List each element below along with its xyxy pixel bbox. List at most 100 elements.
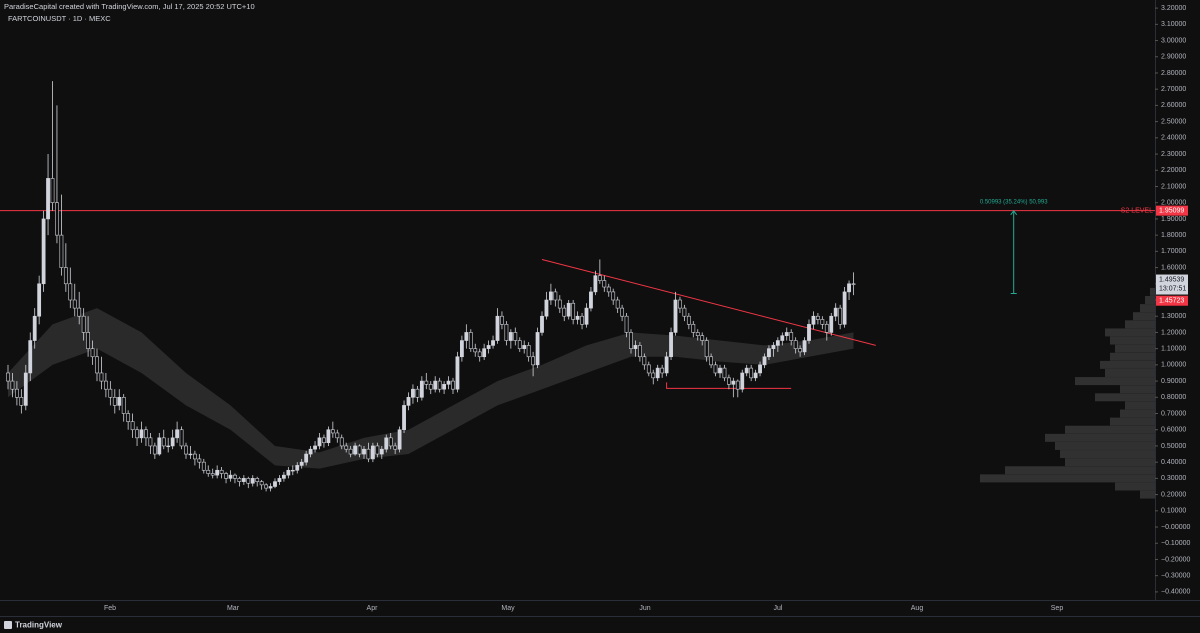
volume-bar (1115, 482, 1155, 491)
y-tick-label: 2.00000 (1161, 200, 1186, 207)
y-tick-label: −0.00000 (1161, 524, 1190, 531)
candle-body (726, 377, 731, 385)
candle-body (762, 356, 767, 366)
y-tick-label: −0.30000 (1161, 573, 1190, 580)
candle-body (753, 372, 758, 379)
candle-body (824, 324, 829, 333)
candle-body (695, 332, 700, 336)
volume-bar (1105, 368, 1155, 377)
candle-body (304, 453, 309, 463)
candle-body (148, 437, 153, 447)
candle-body (633, 345, 638, 349)
volume-bar (1105, 328, 1155, 337)
candle-body (660, 367, 665, 374)
candle-body (415, 388, 420, 398)
candle-body (357, 445, 362, 455)
candle-body (184, 445, 188, 455)
y-tick-label: 0.30000 (1161, 475, 1186, 482)
x-tick-label: Jun (639, 605, 650, 612)
candle-body (793, 340, 798, 349)
candle-body (90, 348, 95, 358)
volume-bar (1125, 320, 1155, 329)
candle-body (273, 481, 277, 487)
y-tick-label: 2.70000 (1161, 86, 1186, 93)
y-tick-label: 1.90000 (1161, 216, 1186, 223)
candle-body (259, 481, 264, 486)
candle-body (758, 364, 762, 374)
y-tick-label: −0.10000 (1161, 540, 1190, 547)
candle-body (718, 367, 722, 374)
candle-body (544, 299, 549, 317)
candle-body (531, 356, 536, 366)
brand: TradingView (15, 621, 63, 630)
candle-body (348, 448, 353, 455)
candle-body (606, 286, 611, 293)
candle-body (290, 469, 295, 472)
volume-bar (1125, 401, 1155, 410)
candle-body (188, 453, 193, 456)
candle-body (646, 364, 651, 374)
candle-body (277, 478, 282, 482)
candle-body (540, 315, 544, 333)
candle-body (32, 315, 37, 341)
candle-body (722, 367, 727, 379)
volume-bar (1005, 466, 1155, 475)
candle-body (508, 332, 513, 341)
candle-body (95, 356, 99, 374)
candle-body (63, 267, 68, 285)
candle-body (504, 324, 509, 341)
candle-body (571, 302, 576, 320)
candle-body (473, 348, 478, 353)
candle-body (299, 461, 304, 466)
y-tick-label: 1.80000 (1161, 232, 1186, 239)
candle-body (308, 448, 313, 455)
candle-body (455, 356, 460, 390)
candle-body (802, 340, 807, 353)
candle-body (624, 315, 629, 333)
candle-body (620, 307, 625, 317)
candle-body (597, 275, 602, 281)
candle-body (513, 332, 518, 341)
y-tick-label: 0.50000 (1161, 443, 1186, 450)
candle-body (112, 396, 117, 406)
candle-body (557, 299, 562, 309)
candle-body (406, 396, 411, 406)
candle-body (197, 458, 202, 463)
candle-body (255, 478, 260, 482)
candle-body (99, 372, 104, 382)
y-tick-label: −0.40000 (1161, 589, 1190, 596)
candle-body (23, 372, 28, 406)
volume-bar (980, 474, 1155, 483)
candle-body (566, 302, 571, 317)
candle-body (691, 324, 696, 333)
symbol: FARTCOINUSDT · 1D · MEXC (8, 14, 111, 23)
volume-bar (1110, 352, 1155, 361)
y-tick-label: 0.20000 (1161, 491, 1186, 498)
volume-bar (1120, 409, 1155, 418)
countdown: 13:07:51 (1159, 285, 1186, 292)
candle-body (580, 315, 584, 325)
candle-body (669, 332, 673, 358)
candle-body (584, 307, 589, 325)
candle-body (121, 396, 126, 414)
candle-body (704, 340, 709, 358)
candle-body (780, 335, 785, 341)
candle-body (593, 275, 598, 293)
candle-body (468, 332, 473, 349)
candle-body (833, 307, 838, 317)
candle-body (740, 372, 745, 390)
candle-body (19, 396, 24, 406)
candle-body (789, 332, 794, 341)
candle-body (700, 335, 705, 341)
candle-body (482, 348, 487, 358)
candle-body (135, 429, 139, 439)
candle-body (446, 380, 451, 385)
candle-body (393, 445, 398, 450)
candle-body (651, 372, 656, 379)
volume-bar (1145, 296, 1155, 304)
candle-body (842, 291, 847, 325)
volume-bar (1110, 417, 1155, 426)
candle-body (517, 340, 522, 349)
candle-body (339, 437, 344, 447)
candle-body (313, 445, 317, 450)
